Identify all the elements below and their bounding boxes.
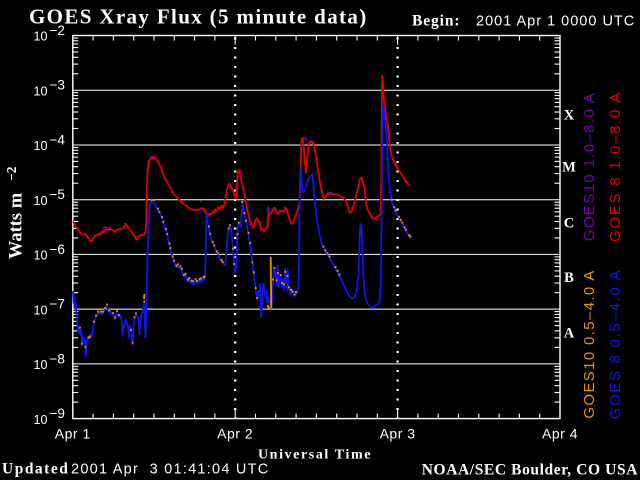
svg-text:GOES10 0.5–4.0 A: GOES10 0.5–4.0 A (581, 269, 598, 418)
svg-text:C: C (564, 216, 574, 232)
svg-text:Universal Time: Universal Time (258, 448, 372, 463)
svg-text:10: 10 (34, 358, 48, 372)
svg-text:−9: −9 (50, 406, 65, 421)
svg-text:GOES 8 0.5–4.0 A: GOES 8 0.5–4.0 A (607, 269, 624, 420)
svg-text:B: B (564, 270, 574, 286)
svg-text:−3: −3 (50, 78, 65, 93)
svg-text:−2: −2 (4, 166, 19, 181)
svg-text:−6: −6 (50, 242, 65, 257)
svg-text:Apr 3: Apr 3 (380, 426, 416, 442)
svg-text:Updated: Updated (2, 461, 69, 478)
svg-text:−8: −8 (50, 351, 65, 366)
svg-text:M: M (562, 160, 576, 176)
svg-text:10: 10 (34, 303, 48, 317)
svg-text:10: 10 (34, 139, 48, 153)
svg-text:X: X (564, 108, 575, 124)
svg-text:NOAA/SEC Boulder, CO USA: NOAA/SEC Boulder, CO USA (422, 462, 638, 479)
svg-text:GOES10 1.0–8.0 A: GOES10 1.0–8.0 A (581, 92, 598, 241)
svg-text:10: 10 (34, 413, 48, 427)
svg-text:2001 Apr 3 01:41:04 UTC: 2001 Apr 3 01:41:04 UTC (71, 462, 269, 478)
svg-text:2001 Apr 1 0000 UTC: 2001 Apr 1 0000 UTC (476, 14, 635, 30)
svg-text:−2: −2 (50, 23, 65, 38)
svg-text:A: A (564, 326, 575, 342)
svg-text:Apr 2: Apr 2 (217, 426, 253, 442)
svg-text:10: 10 (34, 194, 48, 208)
svg-text:−7: −7 (50, 297, 65, 312)
svg-text:GOES Xray Flux (5 minute data): GOES Xray Flux (5 minute data) (29, 5, 368, 29)
svg-text:−5: −5 (50, 187, 65, 202)
svg-text:10: 10 (34, 30, 48, 44)
svg-text:Apr 4: Apr 4 (542, 426, 578, 442)
svg-text:Apr 1: Apr 1 (55, 426, 91, 442)
svg-text:10: 10 (34, 84, 48, 98)
svg-text:10: 10 (34, 249, 48, 263)
svg-text:Watts m: Watts m (7, 192, 27, 259)
svg-text:Begin:: Begin: (412, 13, 460, 30)
svg-text:−4: −4 (50, 132, 66, 147)
svg-text:GOES 8 1.0–8.0 A: GOES 8 1.0–8.0 A (607, 91, 624, 242)
